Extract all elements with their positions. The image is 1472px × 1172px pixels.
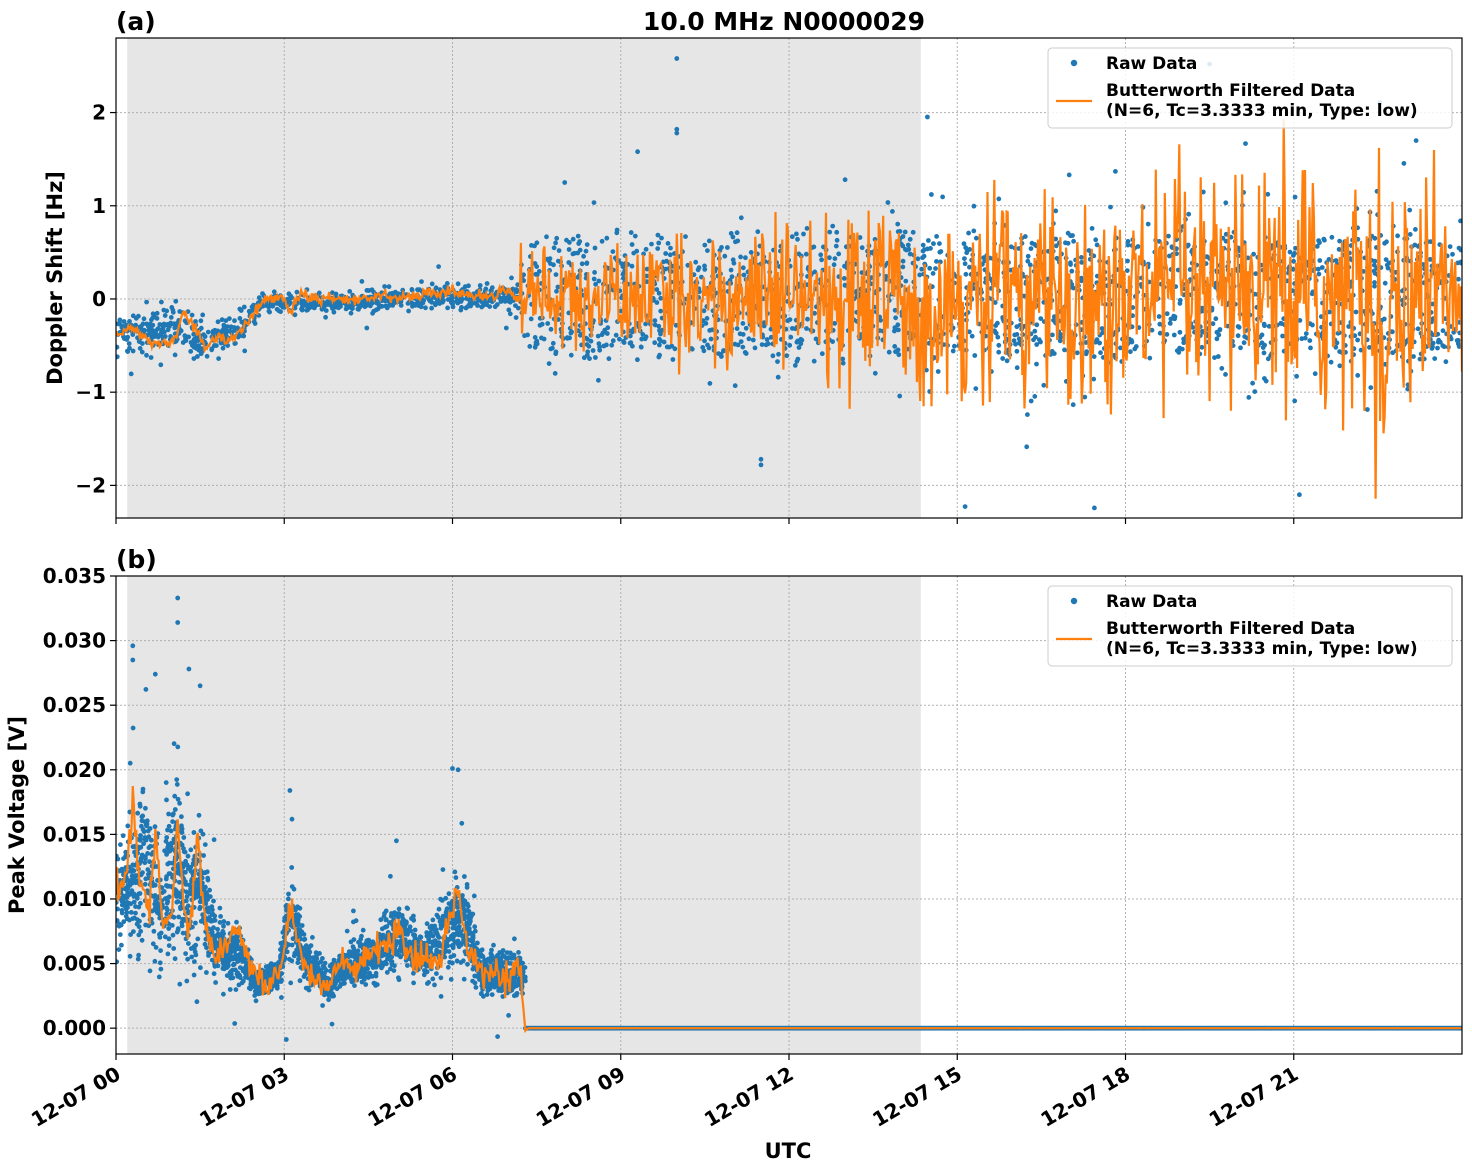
x-tick-label: 12-07 03 bbox=[195, 1062, 293, 1132]
y-tick-label: 0.020 bbox=[43, 758, 106, 782]
legend-raw-label: Raw Data bbox=[1106, 54, 1197, 74]
y-tick-label: 0.035 bbox=[43, 564, 106, 588]
figure-title: 10.0 MHz N0000029 bbox=[643, 7, 925, 36]
y-tick-label: 2 bbox=[92, 101, 106, 125]
y-axis-label: Doppler Shift [Hz] bbox=[43, 171, 67, 385]
y-tick-label: 0 bbox=[92, 287, 106, 311]
legend-raw-label: Raw Data bbox=[1106, 592, 1197, 612]
panel-label: (a) bbox=[116, 7, 156, 36]
y-tick-label: 0.015 bbox=[43, 822, 106, 846]
legend-raw-marker bbox=[1071, 60, 1077, 66]
y-tick-label: 0.005 bbox=[43, 952, 106, 976]
legend-filtered-label: Butterworth Filtered Data bbox=[1106, 619, 1355, 639]
x-tick-label: 12-07 09 bbox=[532, 1062, 630, 1132]
x-tick-label: 12-07 15 bbox=[868, 1062, 966, 1132]
panel-label: (b) bbox=[116, 545, 157, 574]
x-tick-label: 12-07 12 bbox=[700, 1062, 798, 1132]
legend: Raw Data Butterworth Filtered Data(N=6, T… bbox=[1048, 586, 1452, 666]
x-axis-label: UTC bbox=[765, 1139, 812, 1163]
y-tick-label: 1 bbox=[92, 194, 106, 218]
y-tick-label: 0.030 bbox=[43, 629, 106, 653]
y-tick-label: −1 bbox=[75, 380, 106, 404]
x-tick-label: 12-07 18 bbox=[1036, 1062, 1134, 1132]
x-tick-label: 12-07 06 bbox=[363, 1062, 461, 1132]
y-axis-label: Peak Voltage [V] bbox=[5, 716, 29, 914]
legend-filtered-label: Butterworth Filtered Data bbox=[1106, 81, 1355, 101]
panel-b-peak-voltage: 0.000 0.005 0.010 0.015 0.020 0.025 0.030 0.035… bbox=[5, 545, 1464, 1132]
y-tick-label: 0.025 bbox=[43, 693, 106, 717]
y-tick-label: −2 bbox=[75, 473, 106, 497]
legend-filtered-label: (N=6, Tc=3.3333 min, Type: low) bbox=[1106, 101, 1418, 121]
panel-a-doppler-shift: −2 −1 0 1 2 Doppler Shift [Hz] (a) Raw Data Butt… bbox=[43, 7, 1464, 524]
x-tick-label: 12-07 00 bbox=[27, 1062, 125, 1132]
legend-raw-marker bbox=[1071, 598, 1077, 604]
y-tick-label: 0.010 bbox=[43, 887, 106, 911]
legend-filtered-label: (N=6, Tc=3.3333 min, Type: low) bbox=[1106, 639, 1418, 659]
y-tick-label: 0.000 bbox=[43, 1016, 106, 1040]
x-tick-label: 12-07 21 bbox=[1205, 1062, 1303, 1132]
legend: Raw Data Butterworth Filtered Data(N=6, T… bbox=[1048, 48, 1452, 128]
